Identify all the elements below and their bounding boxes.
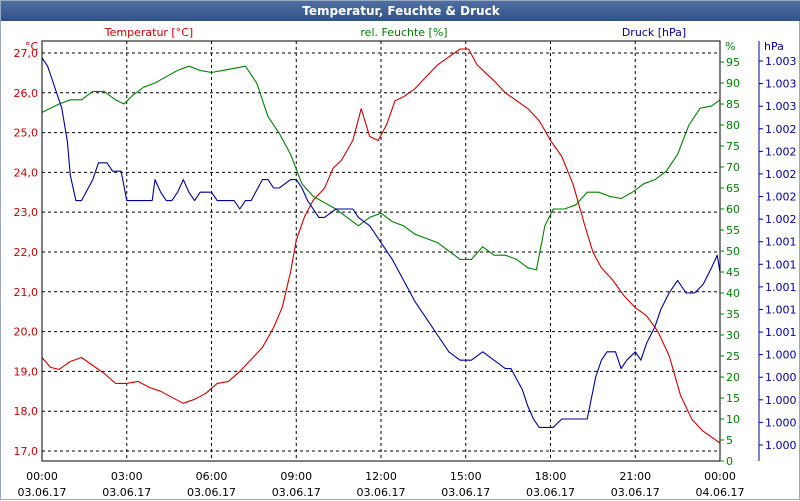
hum-tick-label: 75 [726,140,740,153]
x-tick-date: 03.06.17 [357,486,406,499]
temp-tick-label: 19,0 [14,365,39,378]
x-tick-date: 03.06.17 [272,486,321,499]
x-tick-date: 03.06.17 [102,486,151,499]
x-tick-date: 04.06.17 [696,486,745,499]
axes: 00:00 03.06.17 03:00 03.06.17 06:00 03.06.17 0… [14,40,797,499]
press-tick-label: 1.000 [765,371,797,384]
press-tick-label: 1.001 [765,236,797,249]
temp-tick-label: 22,0 [14,246,39,259]
press-tick-label: 1.001 [765,281,797,294]
temp-tick-label: 18,0 [14,405,39,418]
hum-tick-label: 55 [726,224,740,237]
temp-axis-unit: °C [25,40,39,53]
press-tick-label: 1.002 [765,213,797,226]
x-tick-time: 21:00 [619,470,651,483]
x-tick-date: 03.06.17 [611,486,660,499]
temp-axis-label: Temperatur [°C] [104,26,193,39]
x-tick-time: 15:00 [450,470,482,483]
x-tick-date: 03.06.17 [526,486,575,499]
hum-tick-label: 25 [726,350,740,363]
press-tick-label: 1.002 [765,123,797,136]
temp-tick-label: 23,0 [14,206,39,219]
hum-tick-label: 90 [726,77,740,90]
hum-tick-label: 40 [726,287,740,300]
pressure-series-line [41,57,721,428]
series-lines [41,48,721,444]
x-tick-date: 03.06.17 [18,486,67,499]
hum-tick-label: 20 [726,371,740,384]
press-tick-label: 1.001 [765,326,797,339]
hum-tick-label: 45 [726,266,740,279]
press-tick-label: 1.003 [765,55,797,68]
press-tick-label: 1.003 [765,78,797,91]
hum-tick-label: 15 [726,392,740,405]
press-tick-label: 1.000 [765,394,797,407]
window-title: Temperatur, Feuchte & Druck [1,1,800,21]
temp-tick-label: 21,0 [14,286,39,299]
humidity-series-line [41,65,721,271]
press-tick-label: 1.002 [765,168,797,181]
press-tick-label: 1.002 [765,191,797,204]
temp-tick-label: 26,0 [14,87,39,100]
press-tick-label: 1.001 [765,258,797,271]
hum-tick-label: 80 [726,119,740,132]
hum-axis-label: rel. Feuchte [%] [360,26,447,39]
temp-series-line [41,48,721,444]
x-tick-time: 00:00 [26,470,58,483]
temp-tick-label: 25,0 [14,127,39,140]
temp-tick-label: 24,0 [14,166,39,179]
hum-tick-label: 30 [726,329,740,342]
press-tick-label: 1.000 [765,416,797,429]
x-tick-time: 18:00 [535,470,567,483]
temp-tick-label: 17,0 [14,445,39,458]
hum-tick-label: 95 [726,56,740,69]
hum-tick-label: 60 [726,203,740,216]
press-tick-label: 1.000 [765,349,797,362]
hum-tick-label: 85 [726,98,740,111]
press-axis-unit: hPa [764,40,784,53]
temp-tick-label: 20,0 [14,326,39,339]
press-tick-label: 1.002 [765,145,797,158]
x-tick-date: 03.06.17 [441,486,490,499]
x-tick-time: 09:00 [280,470,312,483]
press-tick-label: 1.001 [765,303,797,316]
hum-axis-unit: % [725,40,735,53]
x-tick-time: 03:00 [111,470,143,483]
temp-tick-label: 27,0 [14,47,39,60]
hum-tick-label: 10 [726,413,740,426]
grid [42,41,720,461]
press-tick-label: 1.003 [765,100,797,113]
x-tick-time: 06:00 [196,470,228,483]
x-tick-date: 03.06.17 [187,486,236,499]
hum-tick-label: 65 [726,182,740,195]
hum-tick-label: 70 [726,161,740,174]
hum-tick-label: 50 [726,245,740,258]
x-tick-time: 12:00 [365,470,397,483]
x-tick-time: 00:00 [704,470,736,483]
hum-tick-label: 5 [726,434,733,447]
press-tick-label: 1.000 [765,439,797,452]
hum-tick-label: 0 [726,455,733,468]
press-axis-label: Druck [hPa] [622,26,686,39]
hum-tick-label: 35 [726,308,740,321]
